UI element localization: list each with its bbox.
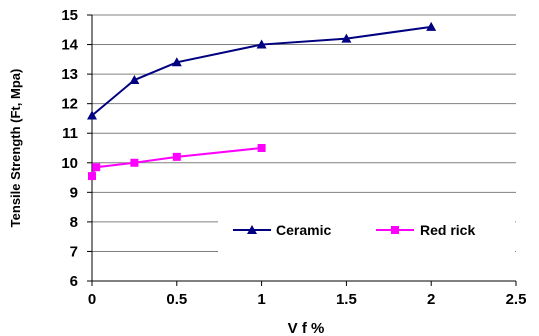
y-axis-title: Tensile Strength (Ft, Mpa) — [8, 69, 23, 228]
data-point-0-2 — [171, 57, 182, 67]
gridlines — [92, 14, 516, 252]
x-axis-ticks: 0 0.5 1 1.5 2 2.5 — [88, 281, 527, 308]
data-point-1-3 — [172, 152, 181, 161]
data-point-0-3 — [256, 39, 267, 49]
series-ceramic — [87, 21, 437, 120]
data-point-1-0 — [88, 172, 96, 181]
y-tick-label-6: 6 — [70, 273, 78, 290]
legend-label-0: Ceramic — [276, 222, 331, 238]
x-tick-label-1: 1 — [257, 291, 265, 308]
x-tick-label-1.5: 1.5 — [336, 291, 357, 308]
x-axis-title: V f % — [288, 320, 325, 336]
x-tick-label-2: 2 — [427, 291, 435, 308]
y-tick-label-15: 15 — [61, 7, 78, 24]
series-line-1 — [91, 147, 262, 177]
x-tick-label-0: 0 — [88, 291, 96, 308]
x-tick-label-2.5: 2.5 — [506, 291, 527, 308]
y-tick-label-14: 14 — [61, 37, 78, 54]
y-tick-label-12: 12 — [61, 96, 78, 113]
series-red-rick — [88, 144, 266, 181]
legend-item-red-rick: Red rick — [376, 222, 475, 238]
y-tick-label-10: 10 — [61, 155, 78, 172]
legend: Ceramic Red rick — [218, 198, 515, 254]
legend-label-1: Red rick — [420, 222, 475, 238]
legend-item-ceramic: Ceramic — [233, 222, 331, 238]
data-point-0-1 — [129, 75, 140, 85]
data-point-0-5 — [426, 21, 437, 31]
data-point-1-4 — [257, 144, 266, 152]
y-tick-label-7: 7 — [70, 243, 78, 260]
data-point-1-1 — [92, 163, 101, 172]
y-tick-label-13: 13 — [61, 66, 78, 83]
data-point-0-0 — [87, 110, 97, 120]
legend-box — [218, 198, 515, 254]
y-tick-label-11: 11 — [62, 125, 78, 142]
y-tick-label-9: 9 — [70, 184, 78, 201]
data-point-0-4 — [341, 33, 352, 43]
x-tick-label-0.5: 0.5 — [166, 291, 187, 308]
data-point-1-2 — [130, 158, 139, 167]
series-line-0 — [91, 25, 432, 117]
legend-marker-0 — [247, 225, 257, 234]
axes — [91, 15, 516, 282]
legend-marker-1 — [391, 226, 399, 234]
series-group — [87, 21, 437, 181]
y-tick-label-8: 8 — [70, 214, 78, 231]
y-axis-ticks: 6 7 8 9 10 11 12 13 14 15 — [61, 7, 92, 290]
